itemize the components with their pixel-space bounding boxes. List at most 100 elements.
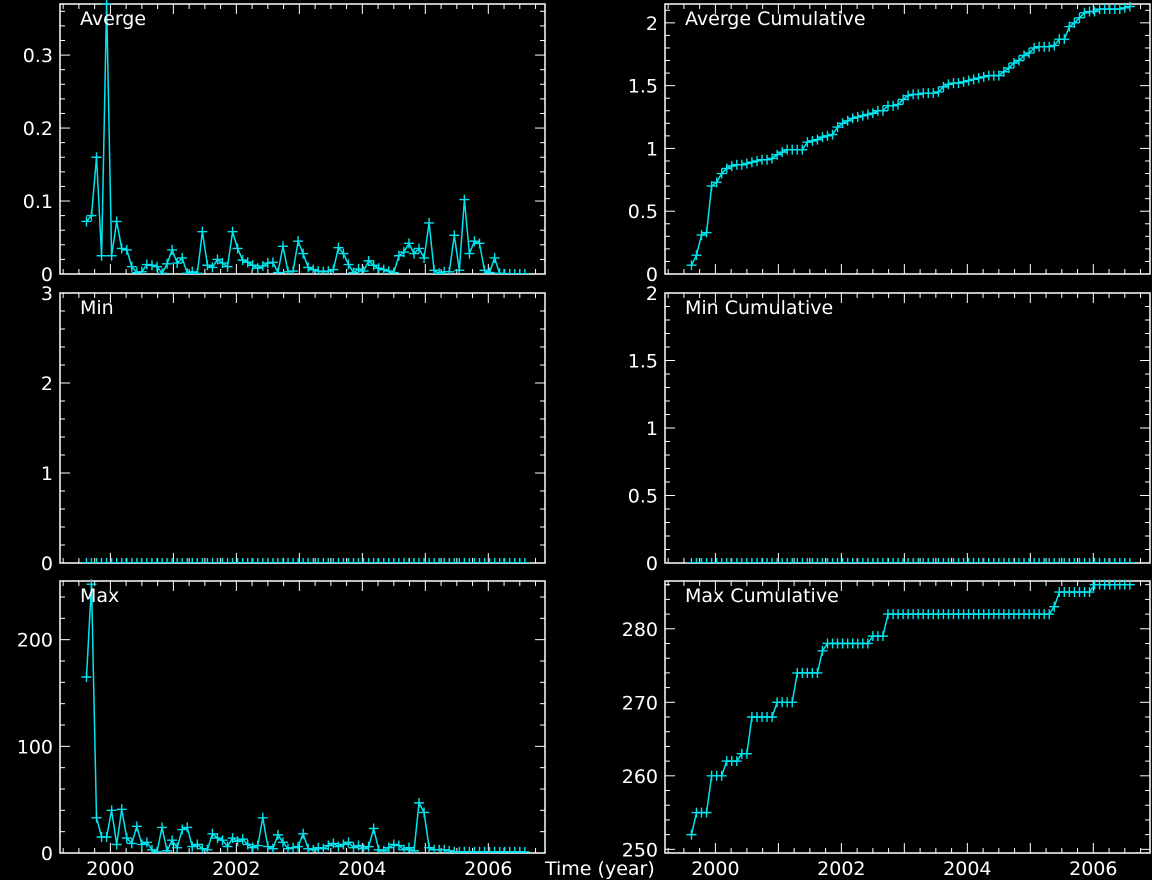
data-point [368, 823, 379, 834]
data-point [721, 558, 732, 563]
data-point [918, 558, 929, 563]
data-point [1024, 558, 1035, 563]
data-point [378, 845, 389, 853]
data-point [444, 558, 455, 563]
data-point [993, 558, 1004, 563]
data-point [424, 558, 435, 563]
data-point [444, 266, 455, 274]
data-point [509, 269, 520, 274]
data-point [1059, 34, 1070, 45]
data-point [762, 154, 773, 165]
data-point [1109, 558, 1120, 563]
y-tick-label: 1 [41, 463, 53, 485]
data-point [167, 835, 178, 846]
data-point [923, 558, 934, 563]
data-point [1044, 609, 1055, 620]
data-point [1089, 6, 1100, 17]
panel-title: Averge Cumulative [685, 8, 866, 30]
data-point [504, 558, 515, 563]
data-point [1013, 558, 1024, 563]
data-point [408, 845, 419, 853]
data-point [177, 824, 188, 835]
data-point [111, 558, 122, 563]
data-point [121, 558, 132, 563]
data-point [217, 835, 228, 846]
data-point [252, 840, 263, 851]
data-point [867, 558, 878, 563]
data-point [267, 843, 278, 853]
data-point [298, 828, 309, 839]
x-tick-label: 2006 [1069, 858, 1117, 880]
data-point [393, 250, 404, 261]
data-point [862, 558, 873, 563]
data-point [217, 558, 228, 563]
data-point [308, 558, 319, 563]
data-point [736, 159, 747, 170]
data-point [313, 266, 324, 274]
data-point [242, 839, 253, 850]
data-point [1008, 558, 1019, 563]
x-tick-label: 2004 [338, 858, 386, 880]
data-point [514, 269, 525, 274]
data-point [494, 268, 505, 274]
data-point [393, 840, 404, 851]
x-tick-label: 2004 [943, 858, 991, 880]
data-point [852, 112, 863, 123]
panel-avgcum: 0 0.5 1 1.5 2 Averge Cumulative [628, 1, 1151, 286]
data-point [474, 558, 485, 563]
data-point [469, 558, 480, 563]
data-point [207, 558, 218, 563]
data-point [837, 118, 848, 129]
series-group [686, 1, 1135, 271]
data-point [721, 163, 732, 174]
data-point [262, 258, 273, 269]
data-point [232, 558, 243, 563]
data-point [227, 833, 238, 844]
data-point [222, 841, 233, 852]
x-tick-label: 2000 [86, 858, 134, 880]
data-point [348, 267, 359, 274]
panel-title: Max Cumulative [685, 585, 839, 607]
data-point [928, 88, 939, 99]
data-point [706, 181, 717, 192]
data-point [1074, 12, 1085, 23]
data-point [121, 244, 132, 255]
data-point [772, 558, 783, 563]
data-point [293, 841, 304, 852]
data-point [434, 558, 445, 563]
data-point [262, 558, 273, 563]
data-point [736, 558, 747, 563]
data-point [318, 266, 329, 274]
data-point [202, 844, 213, 853]
data-point [212, 254, 223, 265]
data-point [101, 832, 112, 842]
data-point [1008, 58, 1019, 69]
data-point [519, 846, 530, 853]
data-point [832, 122, 843, 133]
data-point [968, 558, 979, 563]
data-point [701, 227, 712, 238]
data-point [857, 110, 868, 121]
y-tick-label: 0.1 [23, 191, 53, 213]
data-point [353, 840, 364, 851]
y-tick-label: 2 [646, 283, 658, 305]
data-point [983, 558, 994, 563]
data-point [686, 829, 697, 840]
data-point [686, 558, 697, 563]
data-point [998, 66, 1009, 77]
data-point [817, 645, 828, 656]
data-point [852, 558, 863, 563]
data-point [958, 76, 969, 87]
data-point [162, 258, 173, 269]
data-point [398, 247, 409, 258]
data-point [444, 845, 455, 853]
data-point [837, 558, 848, 563]
data-point [136, 558, 147, 563]
plot-frame [59, 3, 546, 275]
data-point [116, 243, 127, 254]
data-point [877, 631, 888, 642]
data-point [489, 558, 500, 563]
data-point [363, 255, 374, 266]
data-point [782, 558, 793, 563]
